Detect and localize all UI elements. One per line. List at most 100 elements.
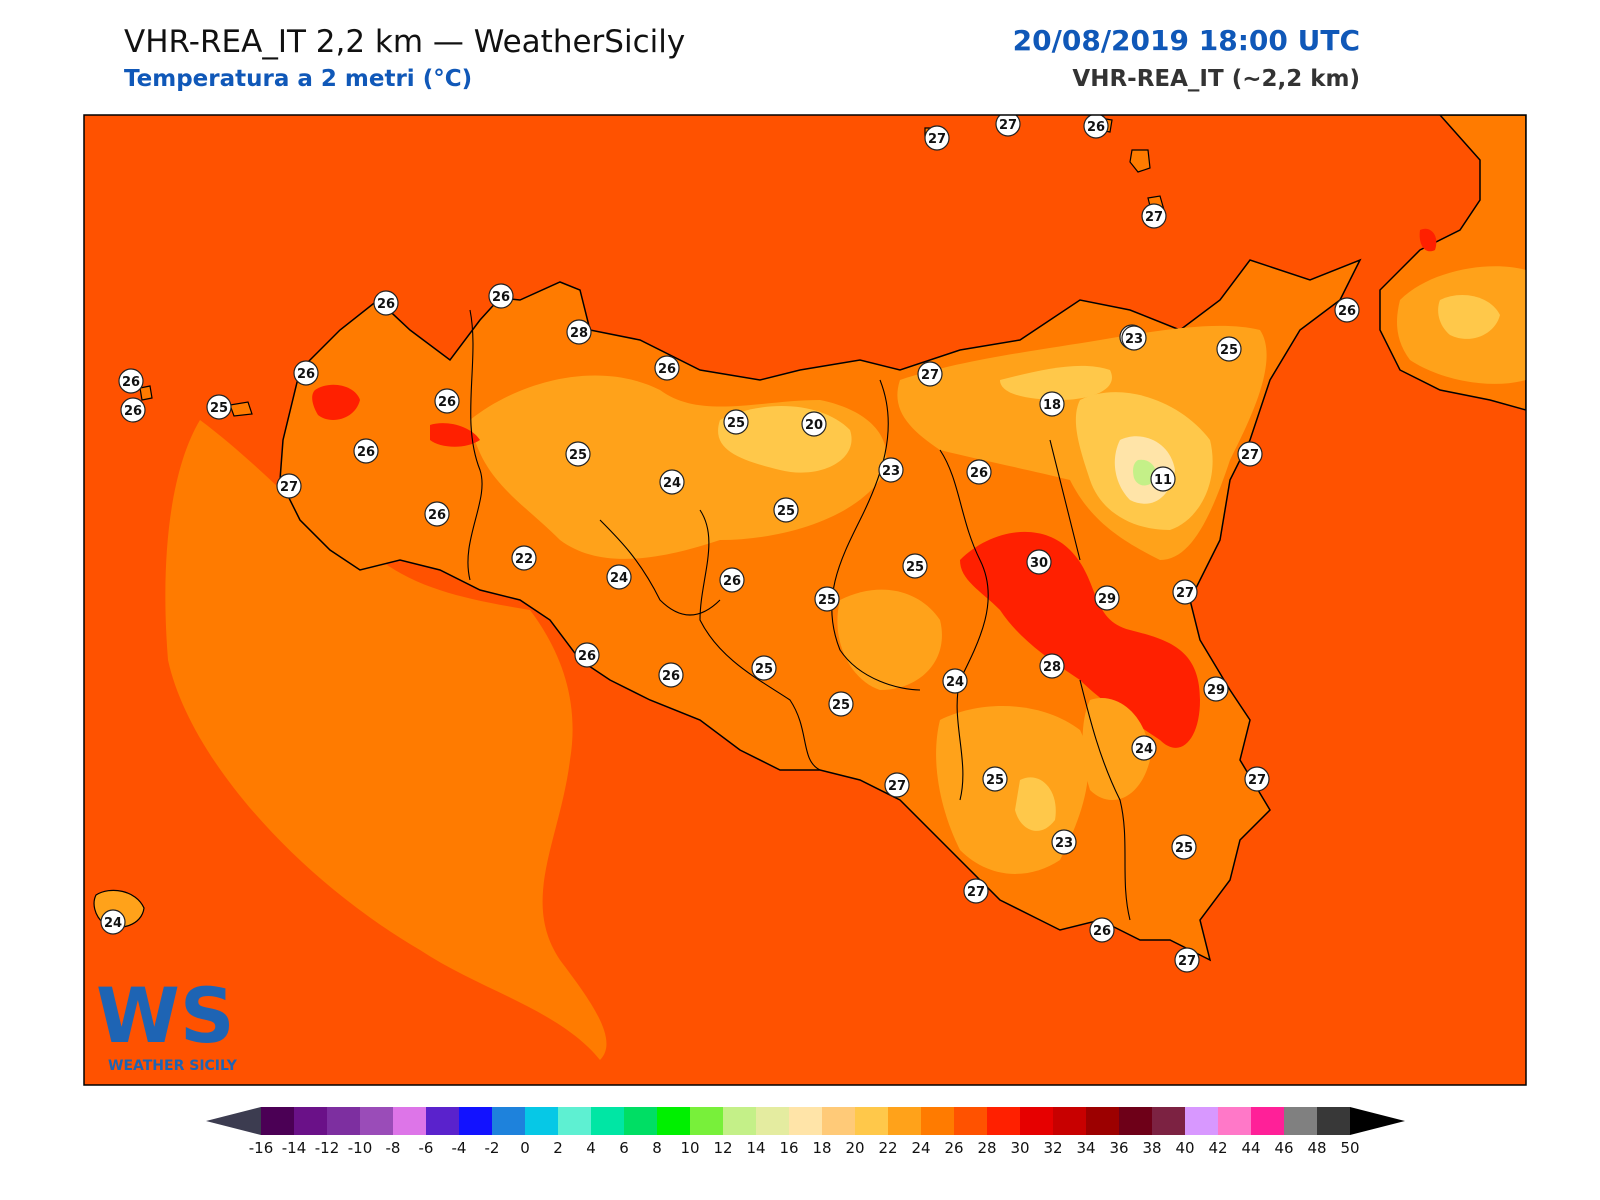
- station-value: 28: [570, 326, 588, 341]
- colorbar-tick-label: 10: [680, 1139, 699, 1157]
- station-circle: [1039, 653, 1065, 679]
- station-marker: 25: [828, 691, 854, 717]
- station-marker: 26: [353, 438, 379, 464]
- station-value: 26: [662, 669, 680, 684]
- colorbar-swatch: [294, 1107, 327, 1135]
- colorbar-tick-label: -14: [282, 1139, 307, 1157]
- station-circle: [1172, 579, 1198, 605]
- colorbar-tick-label: -16: [249, 1139, 274, 1157]
- station-marker: 29: [1094, 585, 1120, 611]
- station-circle: [276, 473, 302, 499]
- station-marker: 26: [488, 283, 514, 309]
- station-circle: [1121, 325, 1147, 351]
- station-circle: [801, 411, 827, 437]
- station-value: 27: [1178, 954, 1196, 969]
- colorbar-swatch: [1251, 1107, 1284, 1135]
- station-value: 25: [1175, 841, 1193, 856]
- station-circle: [566, 319, 592, 345]
- temperature-zones: [312, 325, 1267, 874]
- station-circle: [1334, 297, 1360, 323]
- station-marker: 24: [100, 909, 126, 935]
- station-circle: [424, 501, 450, 527]
- station-value: 25: [1220, 343, 1238, 358]
- colorbar-tick-label: 32: [1043, 1139, 1062, 1157]
- colorbar-tick-label: 36: [1109, 1139, 1128, 1157]
- map-subtitle: Temperatura a 2 metri (°C): [124, 66, 473, 92]
- station-value: 25: [818, 593, 836, 608]
- station-marker: 25: [902, 553, 928, 579]
- station-marker: 25: [751, 655, 777, 681]
- station-value: 24: [663, 476, 681, 491]
- colorbar-swatch: [558, 1107, 591, 1135]
- station-marker: 28: [566, 319, 592, 345]
- station-value: 24: [1135, 742, 1153, 757]
- station-marker: 23: [1121, 325, 1147, 351]
- station-value: 26: [438, 395, 456, 410]
- station-value: 26: [357, 445, 375, 460]
- station-value: 27: [928, 132, 946, 147]
- station-value: 25: [906, 560, 924, 575]
- station-circle: [658, 662, 684, 688]
- station-markers: 27 27 26 27 26 26 28 26 26 26 25 26 27 26 26 25 22 24 24 25…: [100, 115, 1360, 973]
- station-marker: 25: [565, 441, 591, 467]
- station-value: 27: [1145, 210, 1163, 225]
- colorbar-tick-label: 26: [944, 1139, 963, 1157]
- station-value: 30: [1030, 556, 1048, 571]
- station-circle: [353, 438, 379, 464]
- station-circle: [100, 909, 126, 935]
- colorbar-swatch: [954, 1107, 987, 1135]
- station-marker: 26: [654, 355, 680, 381]
- station-value: 27: [921, 368, 939, 383]
- station-value: 26: [377, 297, 395, 312]
- station-marker: 26: [424, 501, 450, 527]
- colorbar-tick-label: 28: [977, 1139, 996, 1157]
- station-value: 26: [723, 574, 741, 589]
- colorbar-swatch: [921, 1107, 954, 1135]
- station-circle: [574, 642, 600, 668]
- station-marker: 25: [206, 394, 232, 420]
- station-marker: 27: [884, 772, 910, 798]
- island-favignana: [229, 401, 253, 417]
- station-marker: 27: [1244, 766, 1270, 792]
- station-circle: [606, 564, 632, 590]
- station-marker: 26: [293, 360, 319, 386]
- colorbar-swatch: [591, 1107, 624, 1135]
- station-marker: 27: [276, 473, 302, 499]
- station-value: 25: [755, 662, 773, 677]
- colorbar-swatch: [789, 1107, 822, 1135]
- station-circle: [966, 459, 992, 485]
- station-circle: [118, 368, 144, 394]
- station-value: 27: [888, 779, 906, 794]
- station-marker: 25: [814, 586, 840, 612]
- colorbar-tick-label: 14: [746, 1139, 765, 1157]
- temperature-colorbar: -16 -14 -12 -10 -8 -6 -4 -2 0 2 4 6 8 10 12 14 16 18 20 22 2…: [206, 1107, 1405, 1157]
- colorbar-under-arrow: [206, 1107, 261, 1135]
- station-circle: [751, 655, 777, 681]
- station-value: 28: [1043, 660, 1061, 675]
- station-circle: [814, 586, 840, 612]
- colorbar-swatch: [1020, 1107, 1053, 1135]
- station-circle: [1216, 336, 1242, 362]
- station-marker: 23: [878, 457, 904, 483]
- station-value: 26: [1338, 304, 1356, 319]
- station-value: 29: [1098, 592, 1116, 607]
- station-marker: 26: [373, 290, 399, 316]
- station-value: 27: [1241, 448, 1259, 463]
- colorbar-tick-label: 2: [553, 1139, 563, 1157]
- station-value: 26: [1093, 924, 1111, 939]
- map-frame: [83, 114, 1527, 1086]
- station-circle: [1203, 676, 1229, 702]
- station-value: 26: [492, 290, 510, 305]
- station-marker: 27: [1174, 947, 1200, 973]
- station-circle: [884, 772, 910, 798]
- colorbar-swatch: [1185, 1107, 1218, 1135]
- colorbar-swatch: [756, 1107, 789, 1135]
- colorbar-tick-label: 40: [1175, 1139, 1194, 1157]
- station-marker: 26: [434, 388, 460, 414]
- colorbar-tick-label: 4: [586, 1139, 596, 1157]
- colorbar-swatch: [657, 1107, 690, 1135]
- station-circle: [434, 388, 460, 414]
- station-marker: 26: [1083, 115, 1109, 139]
- colorbar-tick-label: -2: [485, 1139, 500, 1157]
- colorbar-tick-label: -12: [315, 1139, 340, 1157]
